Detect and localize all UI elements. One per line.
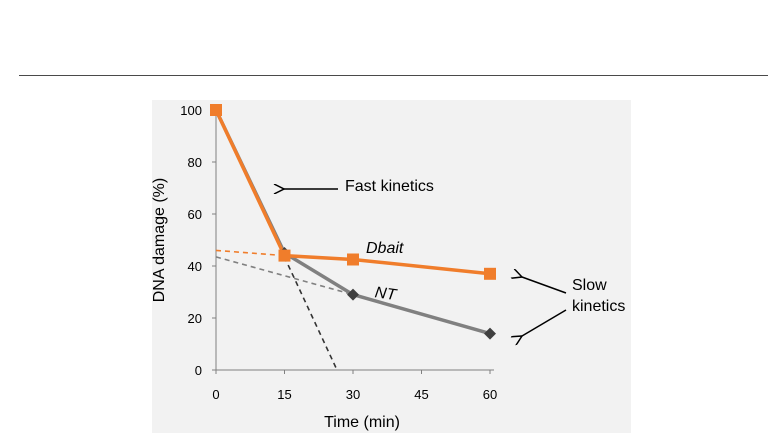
fit-line-slow-nt: [215, 256, 354, 296]
fast-kinetics-label: Fast kinetics: [345, 178, 434, 195]
slow-kinetics-arrow-upper: [522, 277, 567, 294]
fit-line-slow-dbait: [215, 249, 285, 257]
x-tick-label: 15: [277, 387, 291, 402]
x-tick-label: 60: [483, 387, 497, 402]
data-point-dbait: [210, 104, 222, 116]
y-tick-label: 20: [188, 311, 202, 326]
top-divider-line: [19, 75, 768, 76]
x-tick-label: 0: [212, 387, 219, 402]
chart-background: [152, 100, 631, 433]
x-tick-label: 45: [414, 387, 428, 402]
series-lines: [214, 109, 491, 336]
series-line-dbait: [214, 109, 491, 276]
y-tick-label: 100: [180, 103, 202, 118]
axes: 0 15 30 45 60 0 20 40 60 80 100: [180, 103, 497, 402]
data-point-dbait: [347, 253, 359, 266]
y-tick-label: 60: [188, 207, 202, 222]
data-point-nt: [484, 327, 496, 340]
slow-kinetics-label-line1: Slow: [572, 277, 607, 294]
series-markers: [210, 104, 496, 340]
data-point-dbait: [484, 267, 496, 280]
data-point-dbait: [278, 249, 291, 262]
y-axis-title: DNA damage (%): [151, 178, 168, 303]
x-tick-label: 30: [346, 387, 360, 402]
slow-kinetics-arrow-lower: [522, 309, 567, 336]
series-label-nt: NT: [374, 284, 399, 304]
y-tick-label: 80: [188, 155, 202, 170]
series-label-dbait: Dbait: [366, 240, 404, 257]
data-point-nt: [347, 288, 359, 301]
x-axis-title: Time (min): [324, 414, 400, 431]
y-tick-label: 40: [188, 259, 202, 274]
slow-kinetics-label-line2: kinetics: [572, 298, 625, 315]
y-tick-label: 0: [195, 363, 202, 378]
